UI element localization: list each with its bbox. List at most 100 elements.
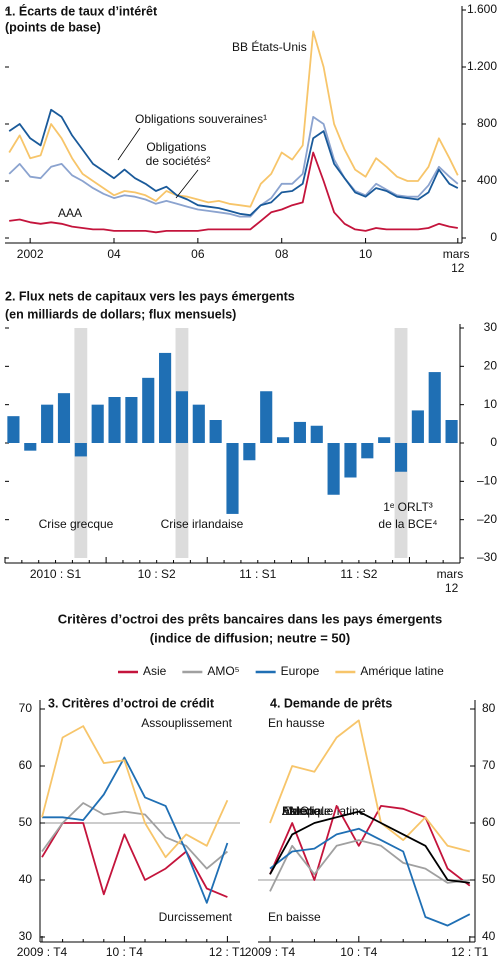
x-tick-label: mars 12 bbox=[437, 567, 467, 595]
x-tick-label: mars 12 bbox=[443, 247, 473, 275]
y-tick-label: 40 bbox=[19, 872, 33, 886]
series-line bbox=[42, 756, 229, 904]
x-tick-label: 2009 : T4 bbox=[245, 945, 296, 959]
chart-title: 2. Flux nets de capitaux vers les pays é… bbox=[5, 289, 295, 303]
bar bbox=[411, 410, 424, 443]
bar bbox=[293, 421, 306, 443]
annotation: En baisse bbox=[268, 910, 321, 924]
y-tick-label: 40 bbox=[482, 929, 496, 943]
x-tick-label: 2009 : T4 bbox=[17, 945, 68, 959]
annotation: 1ᵉ ORLT³ bbox=[383, 500, 433, 514]
y-tick-label: 10 bbox=[484, 397, 498, 411]
annotation: Assouplissement bbox=[141, 716, 232, 730]
bar bbox=[74, 443, 87, 457]
y-tick-label: 70 bbox=[19, 701, 33, 715]
y-tick-label: 0 bbox=[490, 230, 497, 244]
series-label: AAA bbox=[58, 206, 82, 220]
series-line bbox=[41, 725, 229, 859]
section-title: Critères d’octroi des prêts bancaires da… bbox=[58, 611, 442, 626]
series-line bbox=[269, 805, 471, 887]
bar bbox=[159, 352, 172, 443]
series-label: Asie bbox=[282, 804, 306, 818]
legend-label: Europe bbox=[281, 664, 320, 678]
chart-subtitle: (points de base) bbox=[5, 20, 101, 34]
y-tick-label: 400 bbox=[477, 173, 497, 187]
series-line bbox=[8, 116, 459, 218]
bar bbox=[394, 443, 408, 472]
x-tick-label: 10 : T4 bbox=[340, 945, 377, 959]
bar bbox=[57, 393, 71, 443]
y-tick-label: –30 bbox=[477, 550, 497, 564]
bar bbox=[445, 420, 458, 443]
series-label: Europe bbox=[282, 804, 321, 818]
y-tick-label: 0 bbox=[490, 435, 497, 449]
series-line bbox=[8, 30, 459, 208]
bar bbox=[260, 391, 273, 443]
y-tick-label: 50 bbox=[19, 815, 33, 829]
bar bbox=[276, 437, 290, 443]
y-tick-label: 800 bbox=[477, 116, 497, 130]
bar bbox=[91, 404, 104, 443]
x-tick-label: 12 : T1 bbox=[209, 945, 246, 959]
bar bbox=[142, 377, 155, 443]
x-tick-label: 10 bbox=[359, 247, 373, 261]
series-label: Obligations de sociétés² bbox=[146, 140, 211, 168]
legend-label: Amérique latine bbox=[360, 664, 444, 678]
bar bbox=[209, 420, 222, 443]
bar bbox=[428, 372, 441, 443]
bar bbox=[344, 443, 357, 478]
bar bbox=[7, 416, 20, 443]
bar bbox=[108, 397, 121, 443]
annotation: Crise grecque bbox=[39, 517, 114, 531]
bar bbox=[41, 404, 54, 443]
series-label: Obligations souveraines¹ bbox=[135, 112, 267, 126]
series-label: Mondiale bbox=[282, 804, 331, 818]
legend-label: AMO⁵ bbox=[207, 664, 239, 678]
annotation: Crise irlandaise bbox=[161, 517, 244, 531]
x-tick-label: 06 bbox=[191, 247, 205, 261]
series-label: BB États-Unis bbox=[232, 39, 307, 54]
series-line bbox=[41, 822, 228, 898]
y-tick-label: 30 bbox=[19, 929, 33, 943]
annotation: En hausse bbox=[268, 716, 325, 730]
chart-title: 3. Critères d’octroi de crédit bbox=[48, 696, 215, 710]
chart-title: 1. Écarts de taux d’intérêt bbox=[5, 3, 158, 18]
series-line bbox=[269, 810, 470, 884]
series-line bbox=[269, 719, 471, 853]
bar bbox=[310, 425, 323, 443]
bar bbox=[24, 443, 37, 451]
series-label: AMO⁵ bbox=[282, 804, 314, 818]
series-line bbox=[269, 839, 470, 892]
x-tick-label: 08 bbox=[275, 247, 289, 261]
legend-label: Asie bbox=[143, 664, 167, 678]
bar bbox=[125, 397, 138, 443]
y-tick-label: 60 bbox=[482, 815, 496, 829]
section-subtitle: (indice de diffusion; neutre = 50) bbox=[150, 630, 350, 645]
series-line bbox=[41, 802, 228, 870]
leader-line bbox=[117, 127, 141, 161]
series-line bbox=[269, 827, 471, 927]
x-tick-label: 11 : S2 bbox=[340, 567, 377, 581]
y-tick-label: 50 bbox=[482, 872, 496, 886]
x-tick-label: 10 : S2 bbox=[138, 567, 176, 581]
y-tick-label: 20 bbox=[484, 359, 498, 373]
chart-title: 4. Demande de prêts bbox=[270, 696, 392, 710]
bar bbox=[175, 391, 189, 443]
bar bbox=[243, 443, 256, 461]
bar bbox=[361, 443, 374, 459]
y-tick-label: 70 bbox=[482, 758, 496, 772]
y-tick-label: 80 bbox=[482, 701, 496, 715]
bar bbox=[192, 404, 205, 443]
y-tick-label: 1.600 bbox=[467, 2, 497, 16]
annotation: de la BCE⁴ bbox=[378, 517, 437, 531]
leader-line bbox=[175, 169, 199, 199]
x-tick-label: 12 : T1 bbox=[451, 945, 488, 959]
x-tick-label: 04 bbox=[107, 247, 121, 261]
bar bbox=[327, 443, 340, 495]
bar bbox=[378, 437, 391, 443]
series-line bbox=[8, 108, 459, 217]
y-tick-label: –10 bbox=[477, 474, 497, 488]
chart-subtitle: (en milliards de dollars; flux mensuels) bbox=[5, 307, 236, 321]
x-tick-label: 10 : T4 bbox=[106, 945, 143, 959]
